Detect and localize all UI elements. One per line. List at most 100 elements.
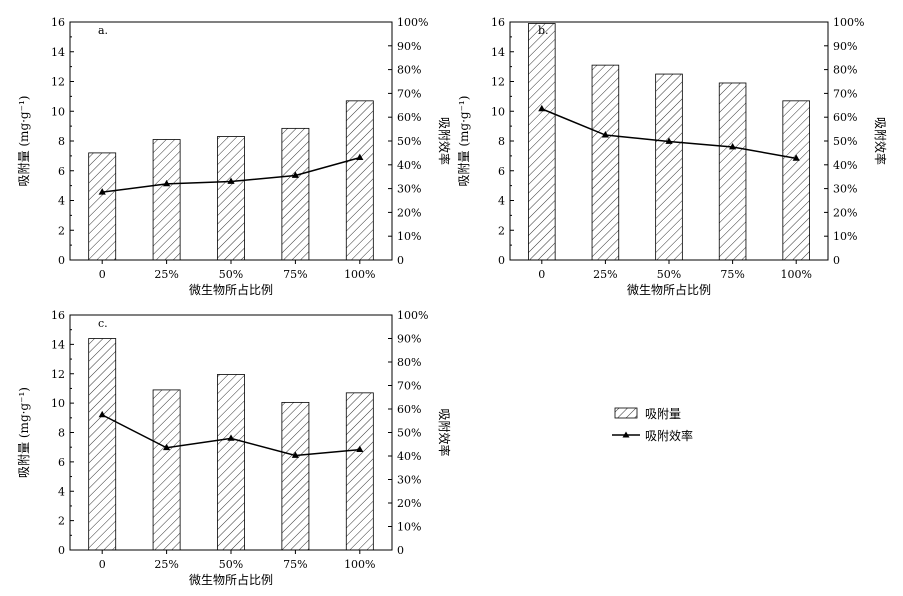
x-tick-label: 0: [538, 268, 545, 281]
panel-title: c.: [98, 317, 108, 330]
y2-tick-label: 80%: [833, 64, 857, 77]
bar: [281, 127, 310, 261]
y-tick-label: 4: [58, 485, 65, 498]
x-tick-label: 25%: [593, 268, 617, 281]
y2-tick-label: 70%: [833, 87, 857, 100]
y2-axis-label: 吸附效率: [437, 117, 452, 165]
bar: [345, 100, 374, 261]
y2-tick-label: 100%: [397, 16, 428, 29]
y2-tick-label: 10%: [833, 230, 857, 243]
y-tick-label: 6: [498, 165, 505, 178]
line-point: [98, 188, 106, 195]
x-axis-label: 微生物所占比例: [189, 572, 273, 587]
y-tick-label: 8: [498, 135, 505, 148]
y-axis-label: 吸附量 (mg·g⁻¹): [17, 96, 31, 187]
y-tick-label: 12: [51, 368, 65, 381]
y-tick-label: 8: [58, 135, 65, 148]
y2-tick-label: 40%: [833, 159, 857, 172]
bar: [655, 73, 683, 261]
y-tick-label: 16: [51, 16, 65, 29]
y-tick-label: 4: [498, 195, 505, 208]
x-tick-label: 50%: [219, 268, 243, 281]
y-tick-label: 0: [58, 544, 65, 557]
y-tick-label: 16: [51, 309, 65, 322]
y2-tick-label: 70%: [397, 87, 421, 100]
legend-line-label: 吸附效率: [645, 428, 693, 443]
y2-tick-label: 60%: [833, 111, 857, 124]
y-tick-label: 8: [58, 427, 65, 440]
y-axis-label: 吸附量 (mg·g⁻¹): [17, 387, 31, 478]
y2-tick-label: 20%: [397, 497, 421, 510]
bar: [281, 401, 310, 551]
y-tick-label: 12: [51, 76, 65, 89]
y-tick-label: 16: [491, 16, 505, 29]
x-tick-label: 50%: [219, 558, 243, 571]
x-tick-label: 100%: [344, 268, 375, 281]
x-tick-label: 75%: [720, 268, 744, 281]
bar: [152, 389, 181, 551]
line-point: [163, 443, 171, 451]
bar: [528, 23, 556, 261]
x-tick-label: 75%: [283, 268, 307, 281]
line-point: [356, 445, 364, 453]
y-tick-label: 6: [58, 456, 65, 469]
x-tick-label: 0: [99, 558, 106, 571]
y2-tick-label: 60%: [397, 403, 421, 416]
x-tick-label: 25%: [154, 268, 178, 281]
line-point: [665, 137, 673, 144]
x-tick-label: 25%: [154, 558, 178, 571]
legend-line-marker: [622, 431, 630, 438]
y2-tick-label: 30%: [833, 183, 857, 196]
y2-tick-label: 90%: [397, 333, 421, 346]
y-tick-label: 0: [498, 254, 505, 267]
y2-tick-label: 50%: [833, 135, 857, 148]
legend: 吸附量 吸附效率: [612, 407, 693, 443]
bar: [345, 392, 374, 551]
line-point: [601, 131, 609, 138]
y2-tick-label: 50%: [397, 427, 421, 440]
y2-tick-label: 80%: [397, 356, 421, 369]
y2-tick-label: 0: [833, 254, 840, 267]
panel-title: b.: [538, 24, 549, 37]
x-tick-label: 100%: [344, 558, 375, 571]
x-tick-label: 75%: [283, 558, 307, 571]
bar: [88, 152, 117, 261]
line-point: [729, 142, 737, 150]
y-tick-label: 2: [58, 515, 65, 528]
legend-bar-swatch: [614, 407, 638, 419]
y-tick-label: 10: [491, 105, 505, 118]
bar: [782, 100, 810, 261]
x-tick-label: 0: [99, 268, 106, 281]
y2-tick-label: 10%: [397, 521, 421, 534]
bar: [718, 82, 747, 261]
line-point: [163, 179, 171, 187]
y2-tick-label: 10%: [397, 230, 421, 243]
y2-axis-label: 吸附效率: [873, 117, 888, 165]
y2-tick-label: 20%: [397, 206, 421, 219]
y-tick-label: 10: [51, 105, 65, 118]
x-axis-label: 微生物所占比例: [627, 282, 711, 297]
y2-tick-label: 100%: [397, 309, 428, 322]
line-point: [538, 104, 546, 112]
bar: [152, 139, 181, 261]
y-tick-label: 14: [51, 338, 65, 351]
y2-tick-label: 0: [397, 254, 404, 267]
bar: [217, 136, 245, 261]
y2-tick-label: 50%: [397, 135, 421, 148]
legend-bar-label: 吸附量: [645, 407, 681, 421]
y-tick-label: 14: [491, 46, 505, 59]
y2-tick-label: 40%: [397, 450, 421, 463]
y-tick-label: 0: [58, 254, 65, 267]
y2-tick-label: 90%: [397, 40, 421, 53]
line-point: [792, 154, 800, 161]
x-tick-label: 100%: [780, 268, 811, 281]
bar: [217, 374, 245, 551]
y2-tick-label: 80%: [397, 64, 421, 77]
line-point: [98, 410, 106, 418]
line-point: [227, 434, 235, 441]
line-point: [291, 171, 299, 178]
x-axis-label: 微生物所占比例: [189, 282, 273, 297]
plot-2: 0 2 4 6 8 10 12 14 16 0 10% 20% 30% 40% 50% 60% 70% 80% 90…: [17, 309, 452, 587]
